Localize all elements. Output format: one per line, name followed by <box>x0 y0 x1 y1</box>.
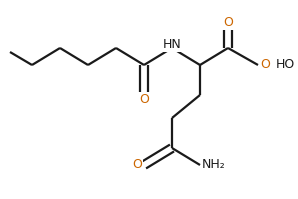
Text: HN: HN <box>163 38 181 51</box>
Text: O: O <box>260 59 270 71</box>
Text: NH₂: NH₂ <box>202 158 226 172</box>
Text: O: O <box>223 16 233 29</box>
Text: HO: HO <box>276 59 295 71</box>
Text: O: O <box>139 93 149 106</box>
Text: O: O <box>132 158 142 172</box>
